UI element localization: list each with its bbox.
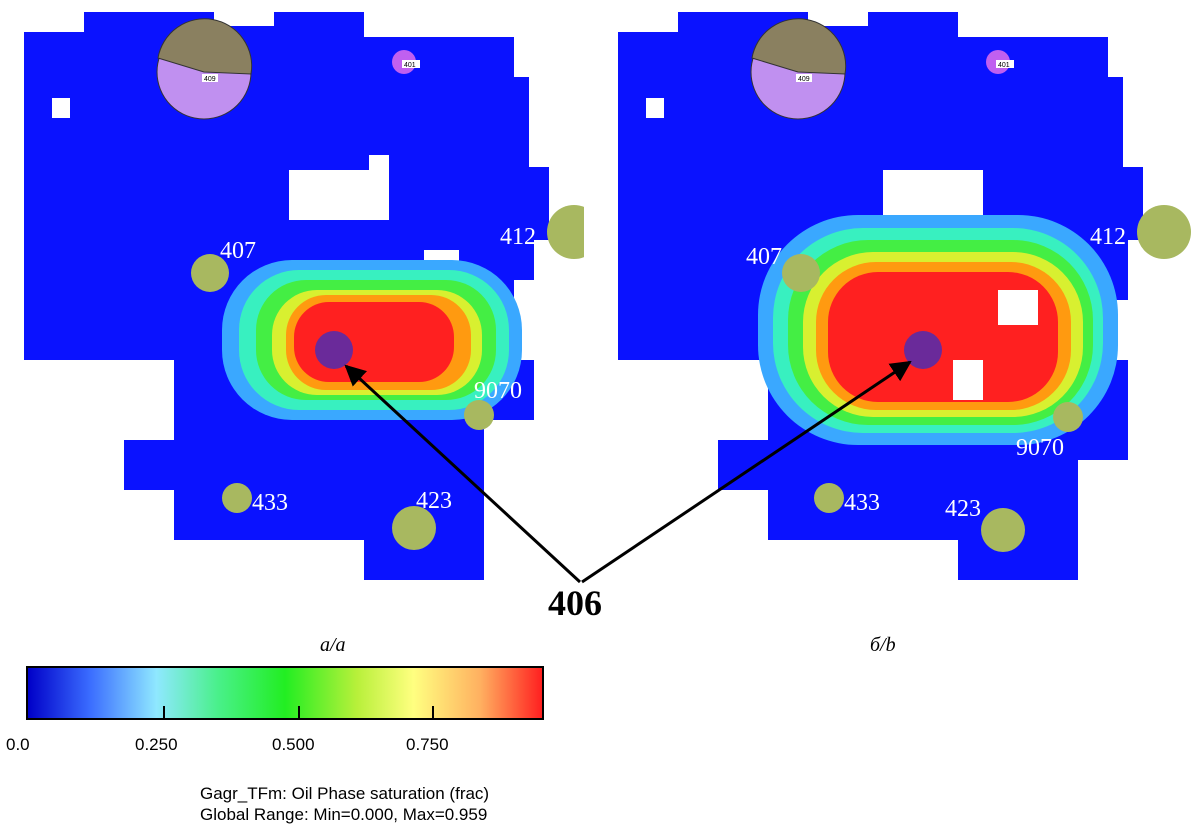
saturation-plume (758, 215, 1118, 445)
legend-title: Gagr_TFm: Oil Phase saturation (frac) (200, 784, 490, 803)
well-label-407: 407 (746, 244, 782, 270)
pie-well-401: 401 (986, 50, 1014, 74)
well-label-433: 433 (252, 490, 288, 516)
pie-label-409: 409 (204, 76, 216, 83)
well-406-callout: 406 (548, 583, 602, 623)
colorbar-tick-label: 0.0 (6, 735, 30, 754)
well-label-423: 423 (416, 488, 452, 514)
colorbar-tick (163, 706, 165, 718)
well-9070-marker (464, 400, 494, 430)
well-423-marker (981, 508, 1025, 552)
colorbar-tick (432, 706, 434, 718)
well-label-412: 412 (1090, 224, 1126, 250)
well-406-injector (315, 331, 353, 369)
well-label-423: 423 (945, 496, 981, 522)
map-panel-b: 409 401 407 412 9070 433 423 (618, 12, 1191, 580)
colorbar (26, 666, 544, 720)
colorbar-tick-label: 0.750 (406, 735, 449, 754)
well-423-marker (392, 506, 436, 550)
pie-well-401: 401 (392, 50, 420, 74)
caption-panel-a: а/a (320, 634, 346, 656)
well-406-injector (904, 331, 942, 369)
pie-label-409: 409 (798, 76, 810, 83)
well-label-9070: 9070 (1016, 435, 1064, 461)
pie-label-401: 401 (998, 62, 1010, 69)
well-433-marker (814, 483, 844, 513)
pie-well-409: 409 (156, 18, 253, 120)
pie-label-401: 401 (404, 62, 416, 69)
well-412-marker (1137, 205, 1191, 259)
well-label-407: 407 (220, 238, 256, 264)
arrow-to-406-a (344, 364, 582, 584)
well-label-433: 433 (844, 490, 880, 516)
well-label-412: 412 (500, 224, 536, 250)
well-407-marker (191, 254, 229, 292)
well-433-marker (222, 483, 252, 513)
saturation-plume (222, 260, 522, 420)
map-panel-a: 409 401 407 412 9070 433 423 (24, 12, 584, 580)
well-label-9070: 9070 (474, 378, 522, 404)
well-407-marker (782, 254, 820, 292)
colorbar-tick-label: 0.250 (135, 735, 178, 754)
caption-panel-b: б/b (870, 634, 896, 656)
well-412-marker (547, 205, 584, 259)
pie-well-409: 409 (750, 18, 847, 120)
legend-range: Global Range: Min=0.000, Max=0.959 (200, 805, 488, 824)
well-9070-marker (1053, 402, 1083, 432)
colorbar-tick-label: 0.500 (272, 735, 315, 754)
arrow-to-406-b (581, 360, 912, 584)
colorbar-tick (298, 706, 300, 718)
